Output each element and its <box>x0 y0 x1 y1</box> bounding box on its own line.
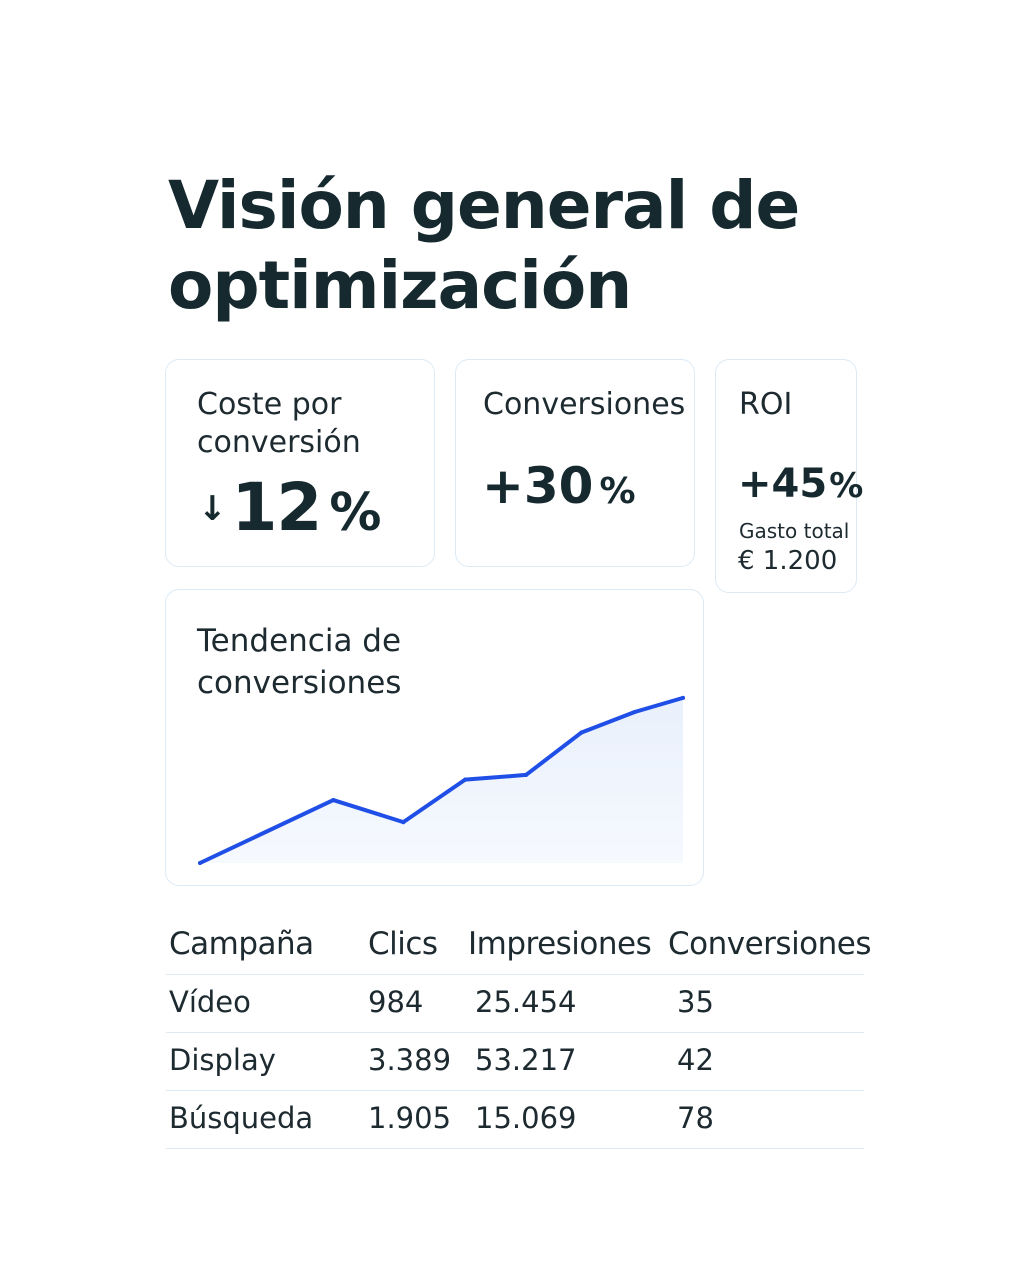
trend-point <box>401 820 406 825</box>
cost-per-conversion-value: 12 <box>231 469 323 546</box>
roi-card: ROI +45 % Gasto total € 1.200 <box>715 359 863 593</box>
trend-point <box>331 798 336 803</box>
column-header-clicks[interactable]: Clics <box>368 926 438 962</box>
conversions-value: 78 <box>677 1101 714 1135</box>
table-row[interactable]: Búsqueda 1.905 15.069 78 <box>166 1091 864 1149</box>
conversions-value: 35 <box>677 985 714 1019</box>
trend-point <box>579 730 584 735</box>
trend-point <box>632 710 637 715</box>
trend-point <box>681 695 685 700</box>
column-header-conversions[interactable]: Conversiones <box>668 926 872 962</box>
conversion-trend-chart <box>198 695 685 865</box>
cost-per-conversion-unit: % <box>329 483 381 543</box>
clicks-value: 984 <box>368 985 424 1019</box>
arrow-down-icon: ↓ <box>198 489 226 529</box>
conversion-trend-card: Tendencia de conversiones <box>165 589 704 886</box>
conversion-trend-title: Tendencia de conversiones <box>197 623 402 701</box>
table-row[interactable]: Vídeo 984 25.454 35 <box>166 975 864 1033</box>
clicks-value: 3.389 <box>368 1043 452 1077</box>
trend-line-segment <box>579 710 637 735</box>
conversions-value: +30 <box>482 457 594 515</box>
trend-point <box>524 772 529 777</box>
campaign-name: Búsqueda <box>169 1101 314 1135</box>
total-spend-value: € 1.200 <box>738 546 838 576</box>
roi-metric: +45 % <box>738 460 863 510</box>
column-header-impressions[interactable]: Impresiones <box>468 926 652 962</box>
conversions-label: Conversiones <box>483 387 686 422</box>
trend-line-segment <box>331 798 406 825</box>
impressions-value: 53.217 <box>475 1043 577 1077</box>
trend-line-segment <box>524 730 584 777</box>
trend-line-segment <box>401 777 468 825</box>
clicks-value: 1.905 <box>368 1101 452 1135</box>
conversions-value: 42 <box>677 1043 714 1077</box>
table-header-row: Campaña Clics Impresiones Conversiones <box>166 916 872 975</box>
cost-per-conversion-card: Coste por conversión ↓ 12 % <box>165 359 435 567</box>
conversions-metric: +30 % <box>482 456 636 522</box>
trend-line-segment <box>198 798 336 865</box>
table-row[interactable]: Display 3.389 53.217 42 <box>166 1033 864 1091</box>
cost-per-conversion-label: Coste por conversión <box>197 387 361 460</box>
roi-value: +45 <box>738 461 828 507</box>
conversions-unit: % <box>599 471 636 512</box>
campaign-table: Campaña Clics Impresiones Conversiones V… <box>166 916 872 1149</box>
cost-per-conversion-metric: ↓ 12 % <box>198 469 381 557</box>
roi-label: ROI <box>739 387 793 422</box>
total-spend-label: Gasto total <box>739 519 850 543</box>
trend-line-segment <box>463 772 529 782</box>
trend-point <box>198 861 202 865</box>
trend-line-segment <box>632 695 685 715</box>
conversions-card: Conversiones +30 % <box>455 359 695 567</box>
column-header-campaign[interactable]: Campaña <box>169 926 314 962</box>
campaign-name: Display <box>169 1043 276 1077</box>
impressions-value: 25.454 <box>475 985 577 1019</box>
campaign-name: Vídeo <box>169 985 251 1019</box>
roi-unit: % <box>829 466 864 506</box>
impressions-value: 15.069 <box>475 1101 577 1135</box>
trend-area-fill <box>200 697 683 863</box>
page-title: Visión general de optimización <box>168 167 800 324</box>
trend-point <box>463 777 468 782</box>
